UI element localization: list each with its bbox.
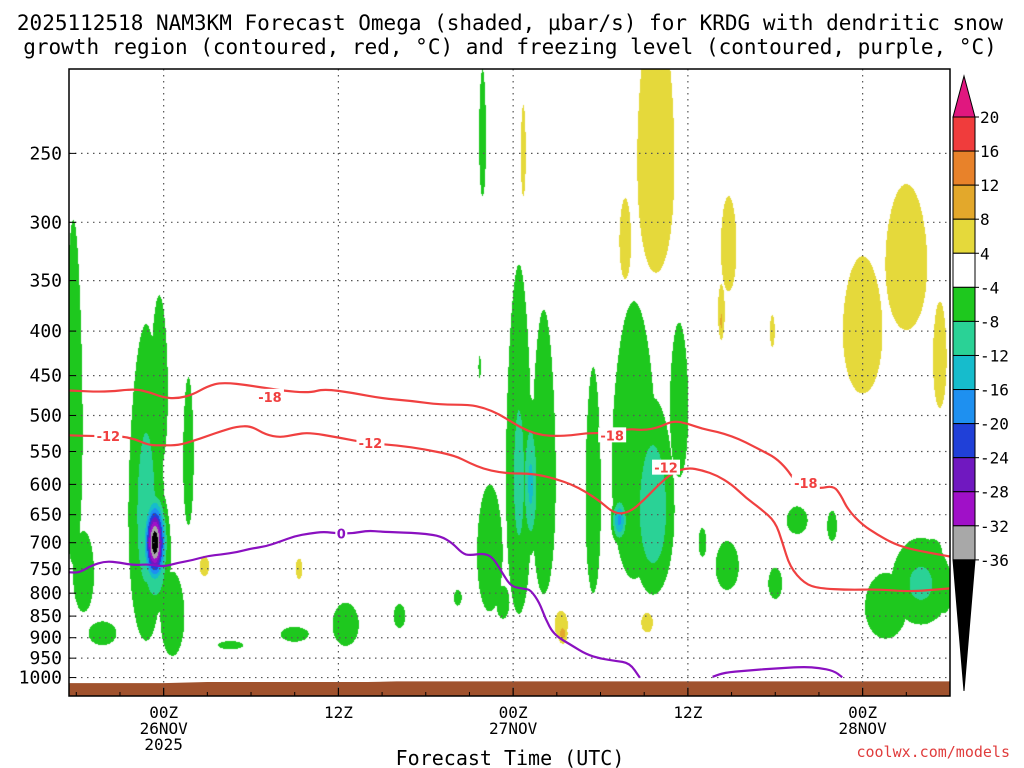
contour-label: -12 bbox=[97, 430, 121, 445]
colorbar-segment bbox=[952, 218, 976, 254]
x-tick-label: 00Z bbox=[848, 703, 877, 722]
contour-label-bg bbox=[255, 388, 284, 404]
y-tick-label: 300 bbox=[29, 212, 62, 233]
y-tick-label: 950 bbox=[29, 648, 62, 669]
y-tick-label: 450 bbox=[29, 366, 62, 387]
contour-label-bg bbox=[791, 475, 820, 491]
y-tick-label: 400 bbox=[29, 321, 62, 342]
colorbar-label: 8 bbox=[980, 210, 990, 229]
colorbar-segment bbox=[952, 74, 976, 118]
contour-labels: -18 -18 -18 -12 -12 -12 0 bbox=[94, 388, 820, 542]
contour-label-bg bbox=[94, 428, 123, 444]
colorbar-segment bbox=[952, 252, 976, 288]
contour-label-bg bbox=[598, 427, 627, 443]
y-tick-label: 800 bbox=[29, 583, 62, 604]
colorbar-label: -16 bbox=[980, 381, 1009, 400]
contour-label: -12 bbox=[654, 462, 678, 477]
y-tick-label: 650 bbox=[29, 505, 62, 526]
y-tick-label: 550 bbox=[29, 442, 62, 463]
contour-line bbox=[69, 425, 950, 593]
colorbar-segment bbox=[952, 457, 976, 493]
contour-label-bg bbox=[335, 525, 348, 541]
contour-label: -18 bbox=[258, 391, 282, 406]
colorbar-label: -36 bbox=[980, 551, 1009, 570]
pressure-gridlines bbox=[69, 69, 950, 696]
colorbar-segment bbox=[952, 150, 976, 186]
y-tick-label: 500 bbox=[29, 405, 62, 426]
contour-label: -18 bbox=[794, 477, 818, 492]
x-tick-label: 00Z bbox=[499, 703, 528, 722]
colorbar-segment bbox=[952, 423, 976, 459]
colorbar-segment bbox=[952, 559, 976, 692]
temperature-contours bbox=[69, 382, 950, 679]
contour-line bbox=[712, 666, 843, 679]
colorbar-label: -28 bbox=[980, 483, 1009, 502]
y-tick-label: 700 bbox=[29, 533, 62, 554]
colorbar-label: -4 bbox=[980, 278, 999, 297]
y-tick-label: 850 bbox=[29, 606, 62, 627]
colorbar-segment bbox=[952, 116, 976, 152]
y-tick-label: 900 bbox=[29, 628, 62, 649]
plot-area: -18 -18 -18 -12 -12 -12 0 bbox=[68, 68, 951, 697]
x-tick-label: 28NOV bbox=[839, 719, 888, 738]
y-tick-label: 250 bbox=[29, 143, 62, 164]
x-tick-label: 12Z bbox=[324, 703, 353, 722]
credit-text: coolwx.com/models bbox=[856, 743, 1010, 761]
colorbar-label: -8 bbox=[980, 312, 999, 331]
contour-label: -12 bbox=[359, 437, 383, 452]
x-tick-label: 2025 bbox=[144, 735, 183, 754]
y-tick-label: 350 bbox=[29, 271, 62, 292]
y-tick-label: 600 bbox=[29, 474, 62, 495]
colorbar: 20 16 12 8 4 -4 -8 -12 -16 -20 -24 -28 -32 -36 bbox=[952, 74, 1009, 692]
colorbar-segment bbox=[952, 354, 976, 391]
x-tick-label: 26NOV bbox=[140, 719, 189, 738]
colorbar-label: -20 bbox=[980, 415, 1009, 434]
chart-title-line1: 2025112518 NAM3KM Forecast Omega (shaded… bbox=[17, 11, 1004, 35]
contour-line bbox=[69, 382, 950, 558]
terrain-fill bbox=[69, 681, 950, 696]
x-tick-label: 12Z bbox=[673, 703, 702, 722]
contour-label-bg bbox=[356, 435, 385, 451]
colorbar-segment bbox=[952, 389, 976, 425]
contour-line bbox=[69, 529, 641, 679]
y-axis: 2503003504004505005506006507007508008509… bbox=[19, 143, 76, 689]
x-tick-label: 00Z bbox=[149, 703, 178, 722]
colorbar-segment bbox=[952, 491, 976, 527]
colorbar-label: 12 bbox=[980, 176, 999, 195]
colorbar-label: 4 bbox=[980, 244, 990, 263]
colorbar-label: 20 bbox=[980, 108, 999, 127]
colorbar-segment bbox=[952, 525, 976, 561]
y-tick-label: 750 bbox=[29, 559, 62, 580]
y-tick-label: 1000 bbox=[19, 668, 62, 689]
colorbar-label: -24 bbox=[980, 449, 1009, 468]
omega-heatmap bbox=[69, 69, 950, 696]
colorbar-label: -12 bbox=[980, 346, 1009, 365]
contour-label: 0 bbox=[337, 527, 346, 542]
x-tick-label: 27NOV bbox=[489, 719, 538, 738]
plot-frame bbox=[68, 68, 951, 697]
contour-label: -18 bbox=[600, 429, 624, 444]
colorbar-label: 16 bbox=[980, 142, 999, 161]
colorbar-segment bbox=[952, 286, 976, 322]
x-axis-label: Forecast Time (UTC) bbox=[396, 746, 625, 768]
contour-label-bg bbox=[652, 459, 681, 475]
colorbar-label: -32 bbox=[980, 517, 1009, 536]
colorbar-segment bbox=[952, 320, 976, 356]
chart-title-line2: growth region (contoured, red, °C) and f… bbox=[23, 35, 997, 59]
colorbar-segment bbox=[952, 184, 976, 220]
